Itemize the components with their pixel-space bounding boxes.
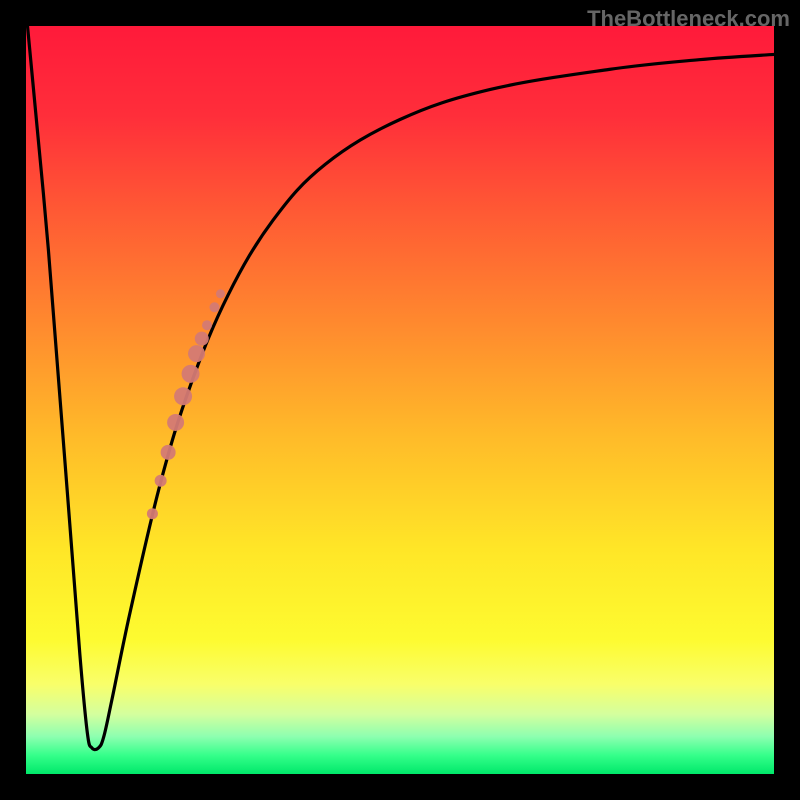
data-dot: [182, 365, 200, 383]
gradient-background: [26, 26, 774, 774]
data-dot: [155, 475, 167, 487]
data-dot: [174, 387, 192, 405]
chart-container: TheBottleneck.com: [0, 0, 800, 800]
data-dot: [188, 345, 205, 362]
chart-svg: [0, 0, 800, 800]
data-dot: [195, 332, 209, 346]
data-dot: [147, 508, 158, 519]
data-dot: [209, 302, 219, 312]
data-dot: [161, 445, 176, 460]
data-dot: [216, 289, 225, 298]
data-dot: [167, 414, 184, 431]
watermark-text: TheBottleneck.com: [587, 6, 790, 32]
data-dot: [202, 320, 212, 330]
